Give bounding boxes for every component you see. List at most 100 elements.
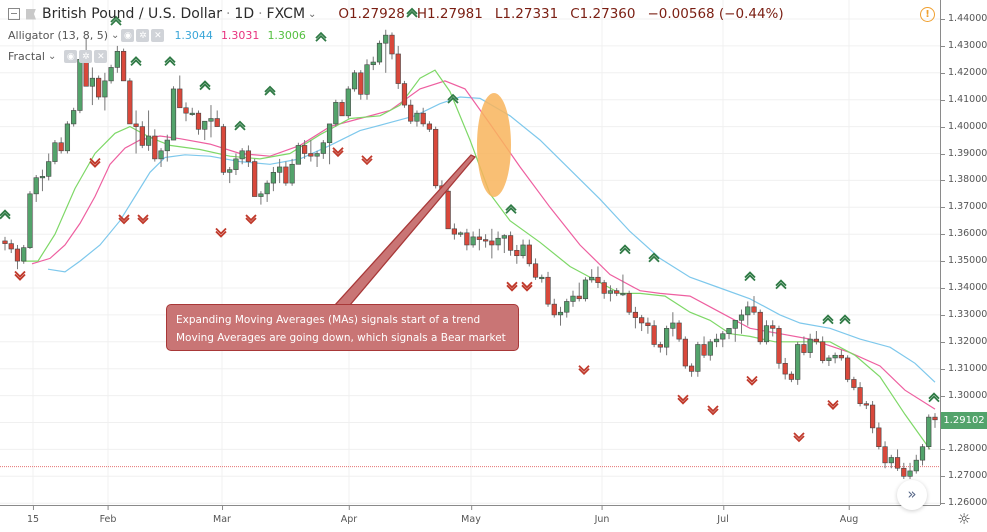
price-tick-label: 1.33000 bbox=[948, 308, 987, 320]
settings-gear-icon[interactable]: ☼ bbox=[957, 509, 971, 528]
candle-body bbox=[339, 102, 345, 117]
candle-body bbox=[632, 311, 639, 318]
annotation-line-1: Expanding Moving Averages (MAs) signals … bbox=[176, 314, 481, 326]
candle-body bbox=[308, 153, 314, 157]
candle-body bbox=[27, 193, 33, 248]
price-chart[interactable] bbox=[0, 0, 940, 505]
candle-body bbox=[283, 166, 289, 184]
price-tick-label: 1.34000 bbox=[948, 282, 987, 293]
price-tick: 1.37000 bbox=[941, 201, 987, 212]
candle-body bbox=[651, 325, 657, 345]
chevron-down-icon[interactable]: ⌄ bbox=[47, 51, 57, 62]
annotation-line-2: Moving Averages are going down, which si… bbox=[176, 332, 506, 344]
candle-body bbox=[114, 50, 120, 68]
candle-body bbox=[120, 50, 127, 82]
candle-body bbox=[926, 416, 932, 448]
candle-body bbox=[526, 244, 532, 265]
candle-body bbox=[139, 126, 145, 146]
candle-body bbox=[695, 344, 701, 372]
time-tick: Mar bbox=[213, 506, 231, 525]
candle-body bbox=[258, 193, 264, 197]
candle-body bbox=[170, 88, 177, 141]
fractal-up-icon bbox=[164, 56, 176, 66]
price-tick: 1.42000 bbox=[941, 67, 987, 78]
candle-body bbox=[183, 107, 189, 114]
price-tick: 1.27000 bbox=[941, 470, 987, 481]
annotation-callout[interactable]: Expanding Moving Averages (MAs) signals … bbox=[166, 304, 519, 351]
price-tick: 1.40000 bbox=[941, 121, 987, 132]
fractal-up-icon bbox=[234, 120, 246, 131]
candle-body bbox=[795, 344, 801, 380]
price-tick: 1.34000 bbox=[941, 282, 987, 293]
price-tick-label: 1.32000 bbox=[948, 335, 987, 347]
price-tick: 1.35000 bbox=[941, 255, 987, 266]
price-tick-label: 1.27000 bbox=[948, 470, 987, 482]
candle-body bbox=[314, 153, 320, 157]
fractal-up-icon bbox=[839, 314, 851, 325]
fractal-down-icon bbox=[707, 405, 719, 416]
candle-body bbox=[451, 228, 457, 235]
price-tick-label: 1.31000 bbox=[948, 362, 987, 374]
candle-body bbox=[33, 177, 39, 195]
scroll-to-realtime-button[interactable]: » bbox=[897, 480, 927, 510]
candle-body bbox=[77, 59, 83, 111]
candle-body bbox=[177, 88, 183, 109]
fractal-up-icon bbox=[619, 244, 631, 255]
candle-body bbox=[383, 34, 389, 44]
price-tick-label: 1.30000 bbox=[948, 389, 987, 401]
close-icon[interactable]: ✕ bbox=[94, 50, 108, 63]
candle-body bbox=[96, 77, 102, 98]
candle-body bbox=[595, 276, 601, 283]
candle-body bbox=[919, 446, 926, 461]
candle-body bbox=[445, 190, 451, 230]
candle-body bbox=[208, 118, 214, 122]
candle-body bbox=[495, 237, 501, 246]
candle-body bbox=[601, 282, 607, 294]
price-tick: 1.41000 bbox=[941, 94, 987, 105]
fractal-up-icon bbox=[110, 15, 122, 26]
chevron-down-icon[interactable]: ⌄ bbox=[308, 8, 317, 20]
fractal-down-icon bbox=[827, 400, 839, 410]
collapse-legend-button[interactable] bbox=[8, 8, 20, 20]
price-tick-label: 1.44000 bbox=[948, 13, 987, 24]
gear-icon[interactable]: ✲ bbox=[79, 50, 93, 63]
time-axis[interactable]: 15 Feb Mar Apr May Jun Jul Aug bbox=[0, 505, 940, 532]
candle-body bbox=[433, 128, 439, 187]
candle-body bbox=[570, 295, 576, 302]
candle-body bbox=[395, 53, 401, 84]
candle-body bbox=[813, 338, 820, 343]
candle-body bbox=[245, 150, 252, 162]
candle-body bbox=[589, 276, 595, 281]
price-axis[interactable]: 1.44000 1.43000 1.42000 1.41000 1.40000 1.390… bbox=[940, 0, 987, 508]
candle-body bbox=[701, 344, 707, 356]
candle-body bbox=[476, 236, 482, 240]
price-tick: 1.39000 bbox=[941, 148, 987, 159]
eye-icon[interactable]: ◉ bbox=[121, 29, 135, 42]
candle-body bbox=[639, 317, 645, 324]
candle-body bbox=[876, 427, 882, 448]
chevron-down-icon[interactable]: ⌄ bbox=[111, 30, 120, 41]
fractal-up-icon bbox=[744, 271, 756, 282]
candle-body bbox=[389, 34, 395, 55]
close-icon[interactable]: ✕ bbox=[151, 29, 165, 42]
candle-body bbox=[826, 357, 832, 361]
candle-body bbox=[726, 328, 732, 335]
candle-body bbox=[152, 135, 158, 160]
candle-body bbox=[195, 112, 202, 130]
candle-body bbox=[108, 67, 114, 82]
candle-body bbox=[913, 459, 919, 472]
candle-body bbox=[270, 172, 276, 184]
candle-body bbox=[564, 301, 570, 313]
candle-body bbox=[507, 235, 514, 251]
candle-body bbox=[464, 232, 470, 246]
price-tick: 1.30000 bbox=[941, 390, 987, 401]
gear-icon[interactable]: ✲ bbox=[136, 29, 150, 42]
fractal-up-icon bbox=[447, 93, 459, 104]
warning-icon[interactable]: ! bbox=[920, 7, 935, 22]
candle-body bbox=[351, 72, 358, 90]
candle-body bbox=[770, 325, 776, 329]
eye-icon[interactable]: ◉ bbox=[64, 50, 78, 63]
candle-body bbox=[520, 244, 526, 257]
price-tick-label: 1.39000 bbox=[948, 147, 987, 159]
candle-body bbox=[857, 387, 863, 404]
